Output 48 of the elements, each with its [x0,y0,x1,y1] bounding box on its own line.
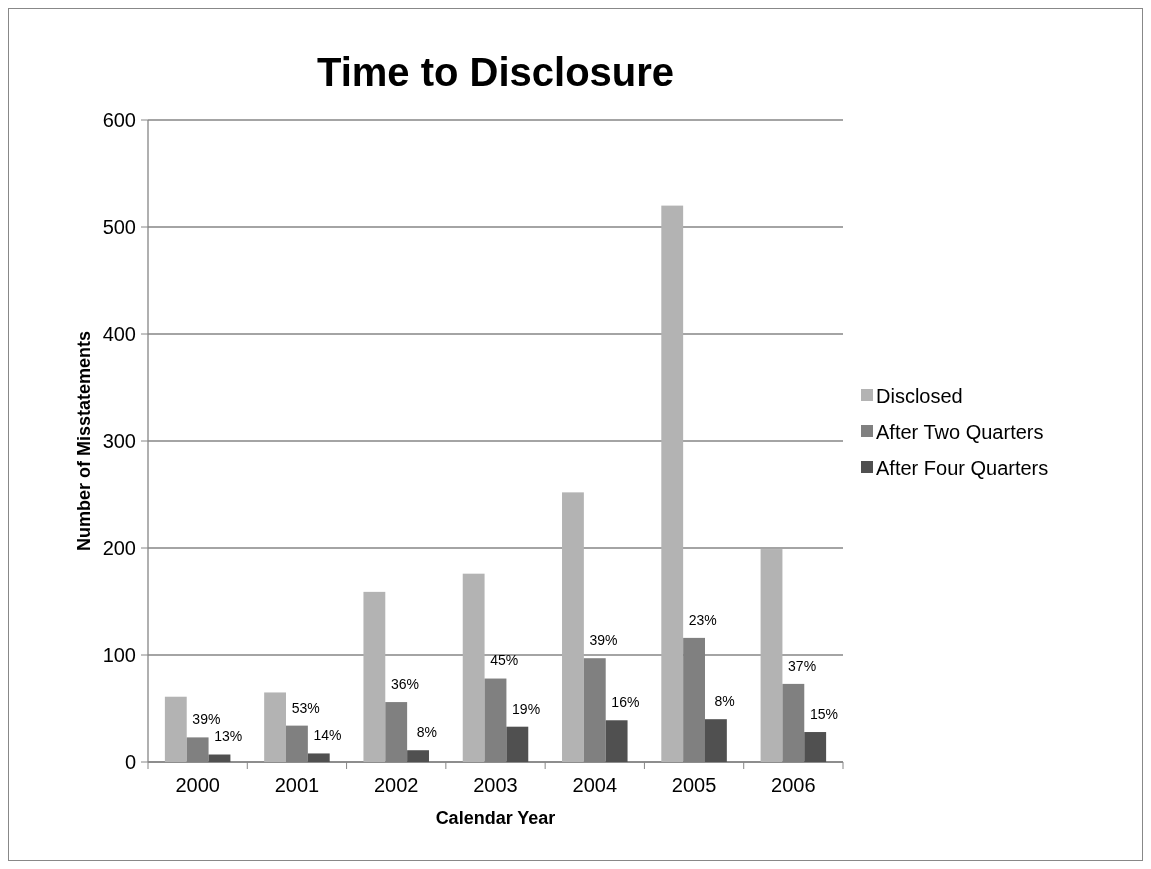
annotation: 16% [611,694,640,711]
legend-label: After Four Quarters [876,457,1049,479]
annotation: 45% [490,652,519,669]
bar [208,754,231,762]
bar [164,696,187,762]
bar [760,549,783,762]
y-tick-label: 300 [102,430,136,452]
y-tick-label: 400 [102,323,136,345]
y-tick-label: 100 [102,644,136,666]
bar [804,732,827,762]
legend-label: After Two Quarters [876,421,1044,443]
bar [661,205,684,762]
bar [363,591,386,762]
y-tick-label: 200 [102,537,136,559]
bar [407,750,429,762]
bar [704,719,727,762]
y-tick-label: 500 [102,216,136,238]
bar [605,720,628,762]
bar [307,753,330,762]
y-tick-label: 0 [124,751,136,773]
bar [264,692,287,762]
annotation: 8% [416,724,437,741]
annotation: 36% [390,675,419,692]
bar [506,726,529,762]
annotation: 53% [291,699,320,716]
annotation: 15% [809,705,838,722]
x-axis-title: Calendar Year [435,808,556,828]
annotation: 39% [589,632,618,649]
chart-title: Time to Disclosure [316,50,675,94]
x-tick-label: 2000 [175,774,220,796]
annotation: 14% [313,727,342,744]
x-tick-label: 2002 [373,774,419,796]
x-tick-label: 2005 [671,774,717,796]
annotation: 39% [192,711,221,728]
x-tick-label: 2003 [473,774,518,796]
annotation: 37% [788,657,817,674]
legend-label: Disclosed [876,385,963,407]
y-tick-label: 600 [102,109,136,131]
y-axis-title: Number of Misstatements [74,330,94,552]
bar [562,492,584,762]
x-tick-label: 2004 [572,774,618,796]
x-tick-label: 2006 [771,774,816,796]
x-tick-label: 2001 [274,774,320,796]
annotation: 23% [688,611,717,628]
annotation: 8% [714,693,735,710]
annotation: 19% [512,700,541,717]
annotation: 13% [214,728,243,745]
bar [462,573,485,762]
